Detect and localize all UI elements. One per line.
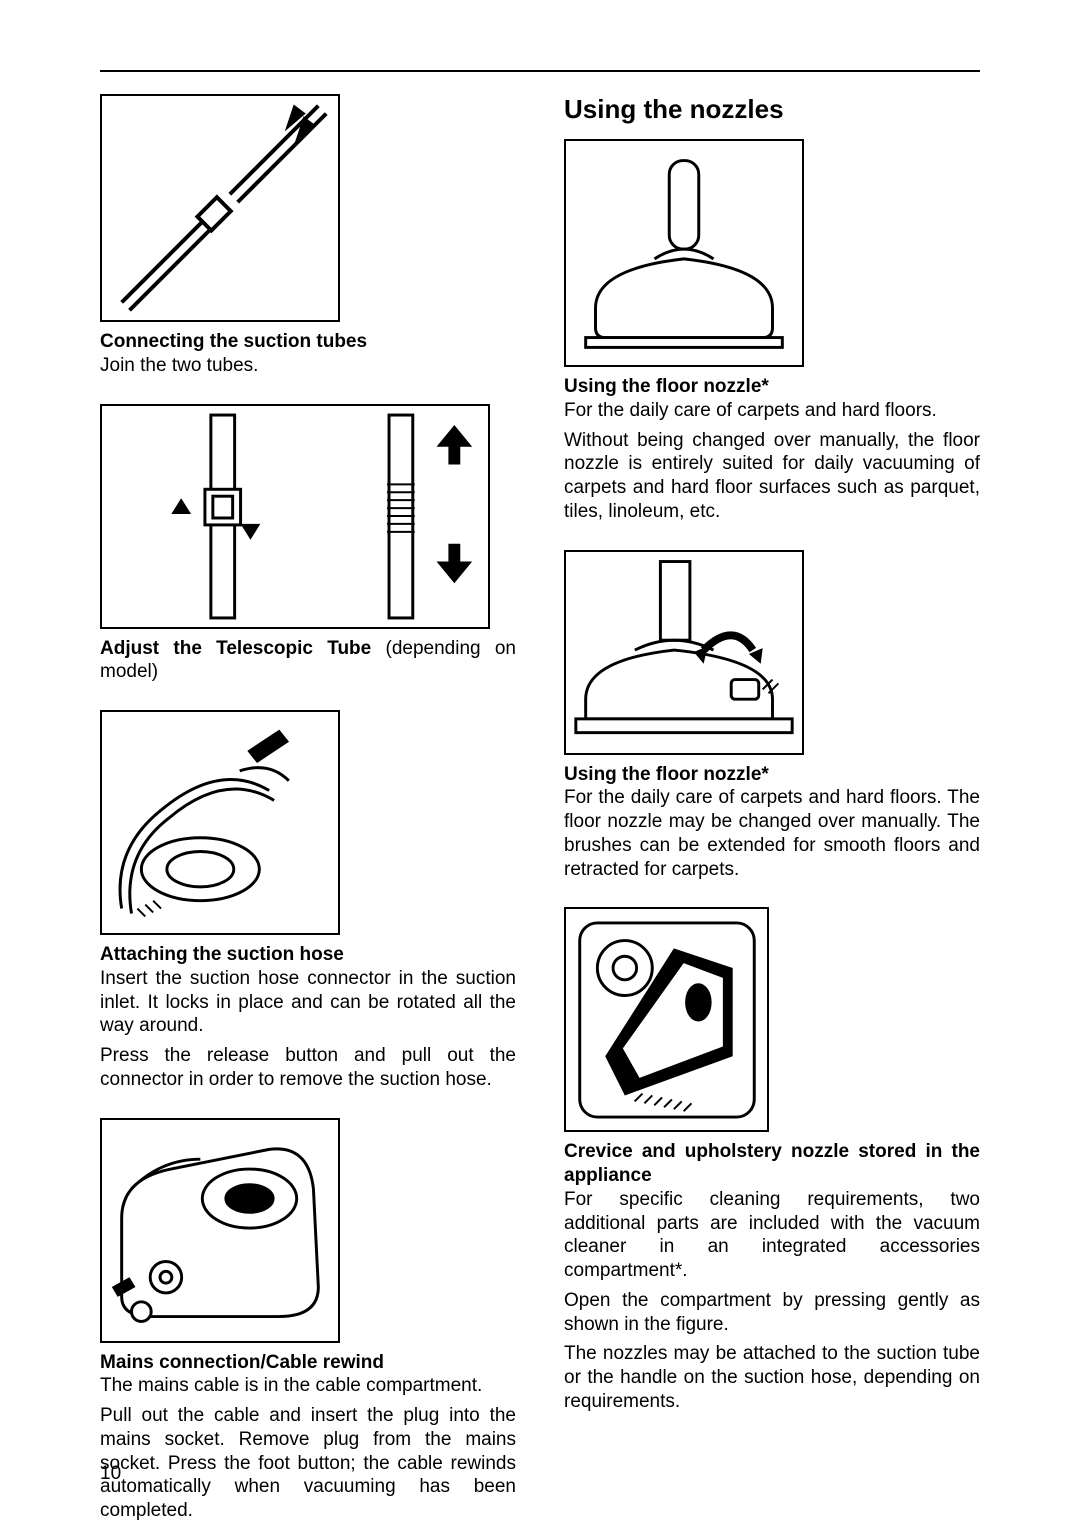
section-title-nozzles: Using the nozzles (564, 94, 980, 125)
text-attach-hose-p2: Press the release button and pull out th… (100, 1044, 516, 1092)
block-connecting-tubes: Connecting the suction tubes Join the tw… (100, 94, 516, 384)
figure-floor-nozzle-1 (564, 139, 804, 367)
mains-icon (102, 1118, 338, 1343)
caption-telescopic-bold: Adjust the Telescopic Tube (100, 638, 386, 659)
figure-mains (100, 1118, 340, 1343)
top-rule (100, 70, 980, 72)
text-floor-nozzle-1-p1: For the daily care of carpets and hard f… (564, 399, 980, 423)
attach-hose-icon (102, 710, 338, 935)
block-floor-nozzle-2: Using the floor nozzle* For the daily ca… (564, 550, 980, 888)
caption-connecting-tubes: Connecting the suction tubes (100, 330, 516, 354)
left-column: Connecting the suction tubes Join the tw… (100, 94, 516, 1529)
text-floor-nozzle-1-p2: Without being changed over manually, the… (564, 429, 980, 524)
caption-telescopic: Adjust the Telescopic Tube (depending on… (100, 637, 516, 685)
text-mains-p1: The mains cable is in the cable compartm… (100, 1374, 516, 1398)
page-container: Connecting the suction tubes Join the tw… (100, 70, 980, 1483)
caption-floor-nozzle-2: Using the floor nozzle* (564, 763, 980, 787)
text-crevice-p1: For specific cleaning requirements, two … (564, 1188, 980, 1283)
text-join-tubes: Join the two tubes. (100, 354, 516, 378)
figure-suction-tubes (100, 94, 340, 322)
figure-telescopic (100, 404, 490, 629)
text-crevice-p2: Open the compartment by pressing gently … (564, 1289, 980, 1337)
caption-mains: Mains connection/Cable rewind (100, 1351, 516, 1375)
page-number: 10 (100, 1463, 121, 1485)
crevice-icon (566, 907, 767, 1132)
caption-attach-hose: Attaching the suction hose (100, 943, 516, 967)
columns: Connecting the suction tubes Join the tw… (100, 94, 980, 1529)
text-mains-p2: Pull out the cable and insert the plug i… (100, 1404, 516, 1523)
telescopic-icon (102, 404, 488, 629)
block-attach-hose: Attaching the suction hose Insert the su… (100, 710, 516, 1098)
figure-attach-hose (100, 710, 340, 935)
floor-nozzle2-icon (566, 550, 802, 755)
caption-floor-nozzle-1: Using the floor nozzle* (564, 375, 980, 399)
text-crevice-p3: The nozzles may be attached to the sucti… (564, 1342, 980, 1413)
block-floor-nozzle-1: Using the floor nozzle* For the daily ca… (564, 139, 980, 530)
block-telescopic: Adjust the Telescopic Tube (depending on… (100, 404, 516, 691)
right-column: Using the nozzles Using the floor nozzle… (564, 94, 980, 1529)
text-attach-hose-p1: Insert the suction hose connector in the… (100, 967, 516, 1038)
figure-crevice (564, 907, 769, 1132)
floor-nozzle1-icon (566, 139, 802, 367)
block-mains: Mains connection/Cable rewind The mains … (100, 1118, 516, 1529)
text-floor-nozzle-2-p1: For the daily care of carpets and hard f… (564, 786, 980, 881)
block-crevice: Crevice and upholstery nozzle stored in … (564, 907, 980, 1419)
suction-tubes-icon (102, 94, 338, 322)
figure-floor-nozzle-2 (564, 550, 804, 755)
caption-crevice: Crevice and upholstery nozzle stored in … (564, 1140, 980, 1188)
